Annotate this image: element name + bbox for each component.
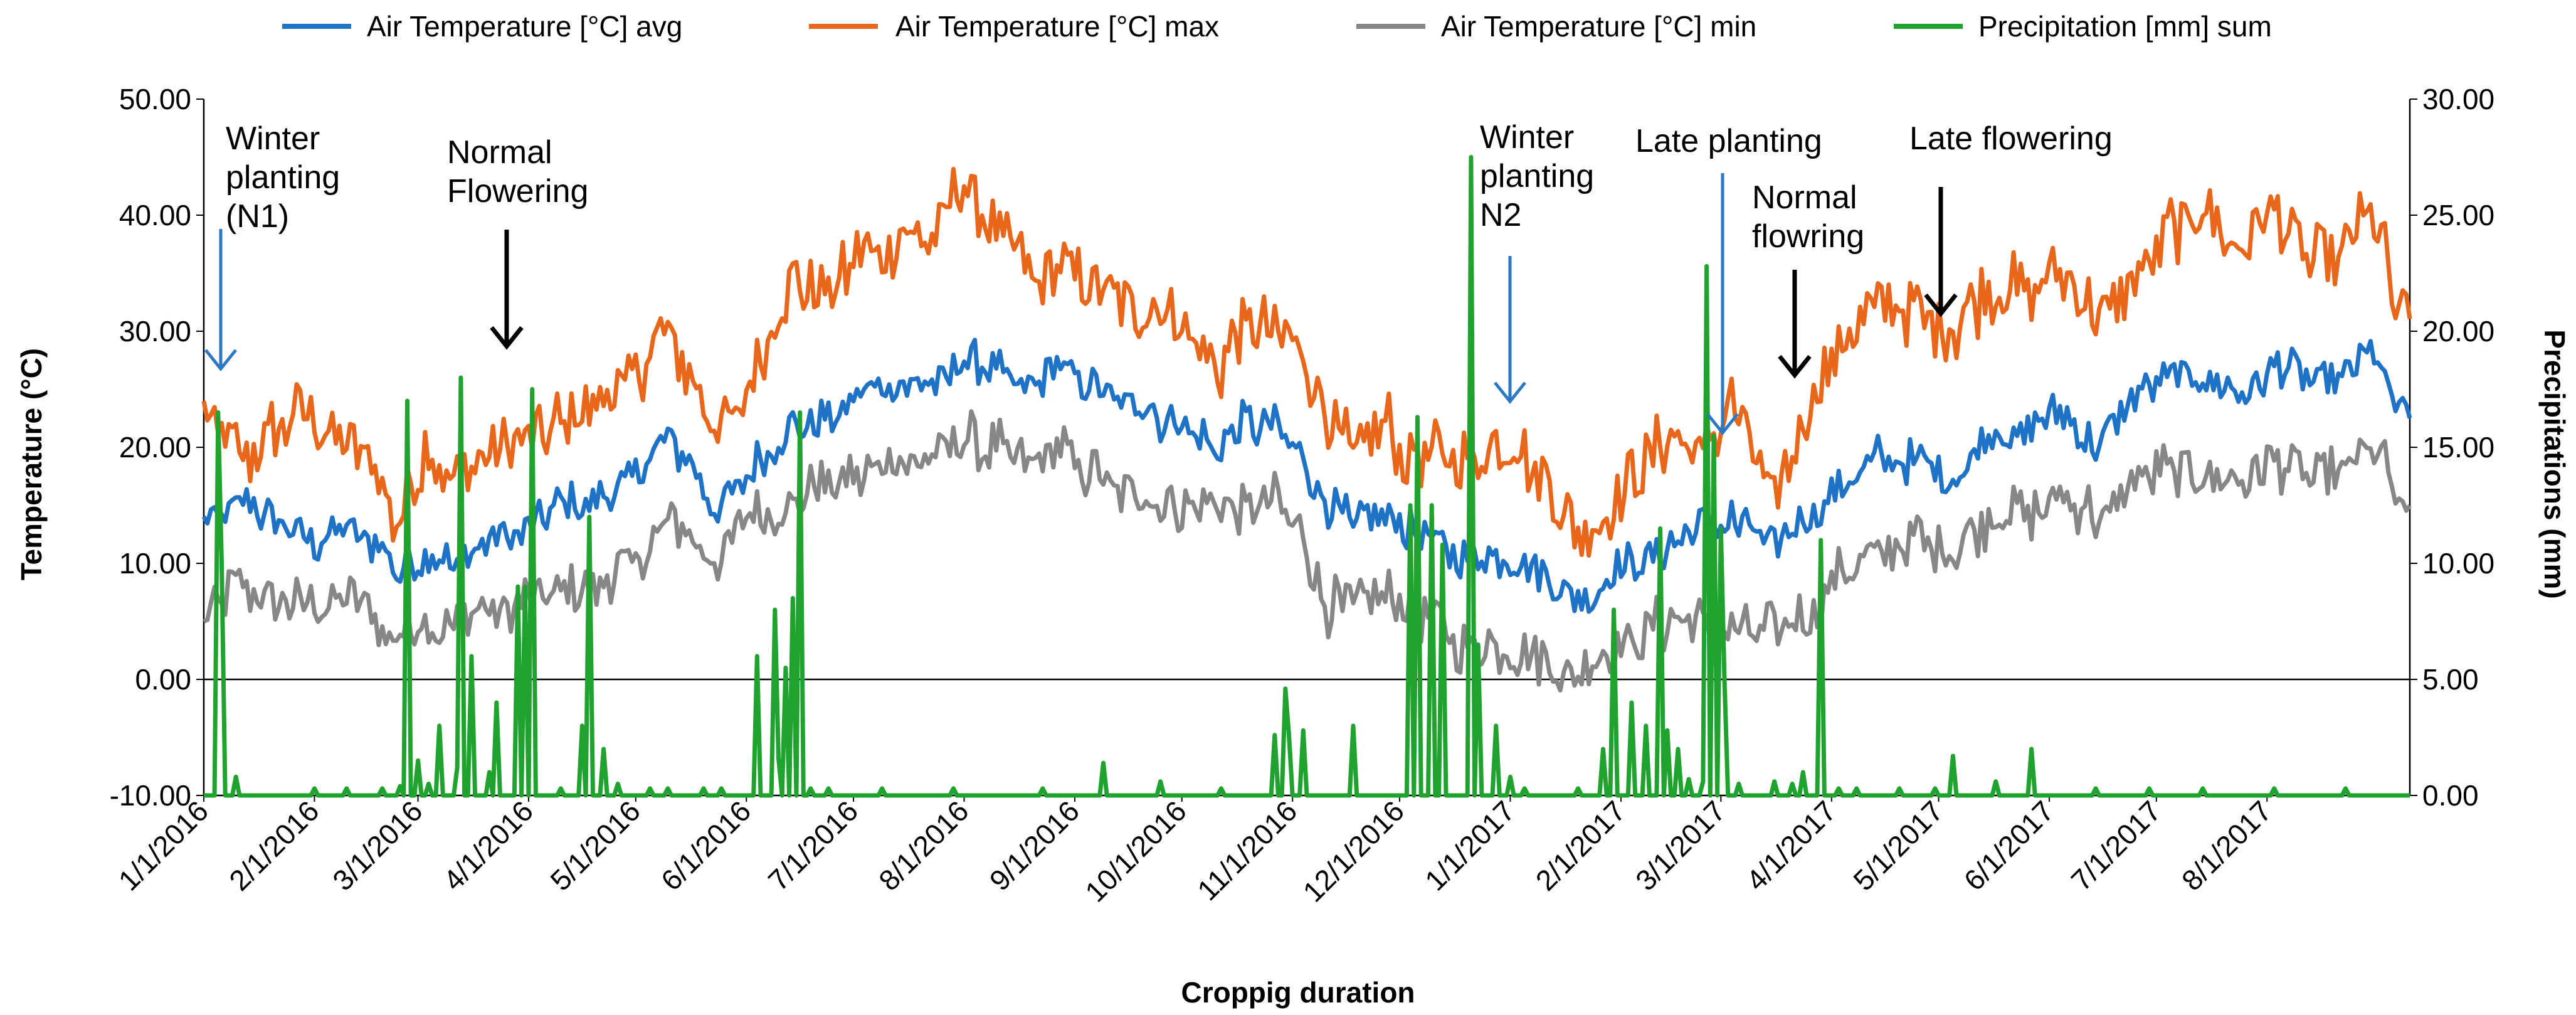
annotation-text-line: planting [1480,158,1594,194]
y2-tick-label: 15.00 [2422,431,2494,464]
annotation-text-line: flowring [1752,218,1864,255]
annotation-arrow-head [490,326,524,350]
annotation-text-line: Normal [447,134,552,171]
y2-tick-label: 25.00 [2422,199,2494,231]
annotation: Late planting [1635,123,1822,436]
y2-tick-label: 5.00 [2422,663,2479,696]
legend: Air Temperature [°C] avg Air Temperature… [282,10,2272,43]
annotation-text: Late flowering [1909,120,2113,157]
annotation-text: Winter planting (N1) [226,120,340,235]
y2-tick-label: 30.00 [2422,83,2494,115]
annotation-text: Normal Flowering [447,134,588,210]
annotation-text-line: Winter [226,120,320,157]
annotation-text-line: planting [226,159,340,196]
annotation: Winter planting (N1) [204,120,340,372]
annotation-text-line: N2 [1480,197,1521,233]
y2-tick-label: 10.00 [2422,547,2494,580]
annotation-arrow-head [1706,413,1739,436]
y-tick-label: -10.00 [110,779,191,812]
legend-label-min: Air Temperature [°C] min [1441,10,1756,43]
y-tick-label: 10.00 [119,547,191,580]
legend-label-precip: Precipitation [mm] sum [1978,10,2272,43]
annotation-text-line: Normal [1752,179,1857,216]
annotation-text-line: Late flowering [1909,120,2113,157]
annotation-text-line: Late planting [1635,123,1822,159]
annotation: Normal Flowering [447,134,588,350]
annotation: Late flowering [1909,120,2113,317]
series-line-precip [204,155,2410,798]
y-tick-label: 40.00 [119,199,191,231]
annotation-arrow-head [1778,354,1812,379]
annotation-text: Winter planting N2 [1480,119,1594,233]
y2-tick-label: 20.00 [2422,315,2494,348]
series-line-max [201,167,2412,558]
legend-label-max: Air Temperature [°C] max [895,10,1219,43]
annotation-arrow-head [1494,381,1526,405]
y2-tick-label: 0.00 [2422,779,2479,812]
y2-axis-title: Precipitations (mm) [2538,329,2571,598]
series-line-min [203,409,2412,693]
annotation: Normal flowring [1752,179,1864,379]
annotation-text-line: Winter [1480,119,1574,156]
series-line-avg [201,337,2412,614]
legend-label-avg: Air Temperature [°C] avg [367,10,682,43]
annotation-text: Late planting [1635,123,1822,159]
y-tick-label: 0.00 [135,663,191,696]
y-tick-label: 30.00 [119,315,191,348]
annotation-arrow-head [204,349,237,372]
y-tick-label: 50.00 [119,83,191,115]
annotation-text: Normal flowring [1752,179,1864,255]
y-axis-title: Temperature (°C) [15,348,48,580]
annotation-text-line: Flowering [447,173,588,210]
series-layer [201,155,2412,798]
annotation-arrow-head [1924,293,1958,317]
x-axis-title: Croppig duration [1181,976,1415,1009]
annotation-text-line: (N1) [226,198,289,235]
y-tick-label: 20.00 [119,431,191,464]
annotation: Winter planting N2 [1480,119,1594,405]
